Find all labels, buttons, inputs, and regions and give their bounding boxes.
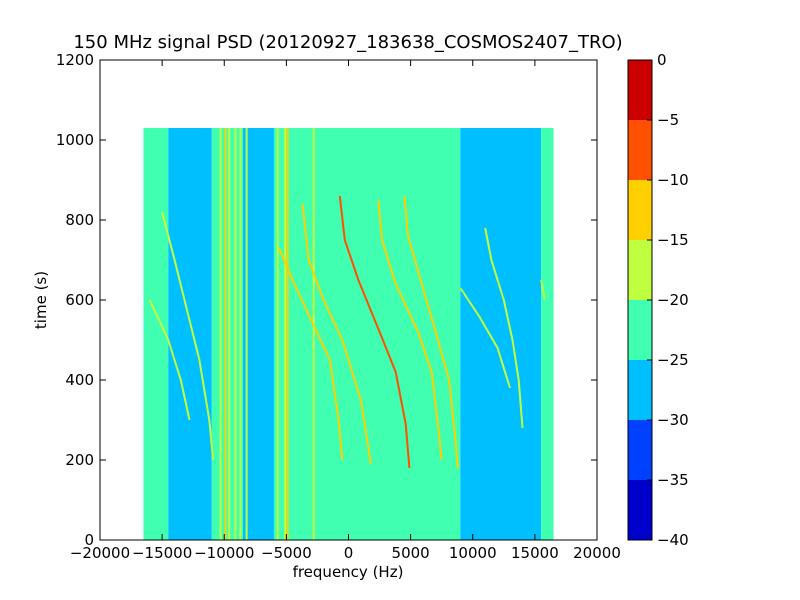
colorbar-tick-label: −30 (657, 411, 689, 429)
colorbar-tick-label: 0 (657, 51, 667, 69)
chart-title: 150 MHz signal PSD (20120927_183638_COSM… (73, 32, 622, 53)
doppler-trace (540, 279, 546, 301)
colorbar-tick-label: −20 (657, 291, 689, 309)
doppler-trace (338, 195, 411, 469)
y-axis: 0 200 400 600 800 1000 1200 (56, 51, 597, 549)
doppler-trace (484, 227, 524, 429)
background-band (168, 128, 212, 540)
x-tick-label: −5000 (261, 544, 312, 562)
colorbar-bin (628, 180, 652, 240)
colorbar-tick-label: −5 (657, 111, 679, 129)
background-band (211, 128, 243, 540)
background-band (242, 128, 274, 540)
doppler-trace (161, 211, 215, 461)
x-tick-label: 0 (344, 544, 354, 562)
doppler-trace (377, 199, 443, 461)
y-tick-label: 1000 (56, 131, 94, 149)
y-axis-label: time (s) (32, 271, 50, 329)
y-tick-label: 400 (65, 371, 94, 389)
x-axis: −20000 −15000 −10000 −5000 0 5000 10000 15000 20… (70, 60, 621, 562)
x-tick-label: 5000 (392, 544, 430, 562)
x-tick-label: 20000 (573, 544, 621, 562)
x-tick-label: 10000 (449, 544, 497, 562)
background-band (273, 128, 461, 540)
doppler-trace (403, 195, 459, 469)
y-tick-label: 800 (65, 211, 94, 229)
y-tick-label: 200 (65, 451, 94, 469)
x-tick-label: −20000 (70, 544, 130, 562)
y-tick-label: 1200 (56, 51, 94, 69)
colorbar-bin (628, 60, 652, 120)
x-tick-label: −10000 (194, 544, 254, 562)
background-band (460, 128, 542, 540)
colorbar-bin (628, 480, 652, 540)
colorbar-bin (628, 120, 652, 180)
colorbar-bin (628, 240, 652, 300)
colorbar-tick-label: −25 (657, 351, 689, 369)
doppler-trace (301, 203, 372, 465)
y-tick-label: 0 (84, 531, 94, 549)
colorbar-bin (628, 420, 652, 480)
x-tick-label: −15000 (132, 544, 192, 562)
doppler-trace (459, 287, 511, 389)
doppler-trace (277, 247, 344, 461)
colorbar-tick-label: −15 (657, 231, 689, 249)
colorbar: 0 −5 −10 −15 −20 −25 −30 −35 −40 (627, 51, 689, 549)
x-tick-label: 15000 (511, 544, 559, 562)
doppler-trace (148, 299, 191, 421)
colorbar-bin (628, 300, 652, 360)
x-axis-label: frequency (Hz) (293, 563, 404, 581)
background-band (143, 128, 169, 540)
y-tick-label: 600 (65, 291, 94, 309)
colorbar-bin (628, 360, 652, 420)
colorbar-tick-label: −35 (657, 471, 689, 489)
background-band (541, 128, 554, 540)
plot-area (99, 59, 598, 541)
colorbar-tick-label: −40 (657, 531, 689, 549)
colorbar-tick-label: −10 (657, 171, 689, 189)
